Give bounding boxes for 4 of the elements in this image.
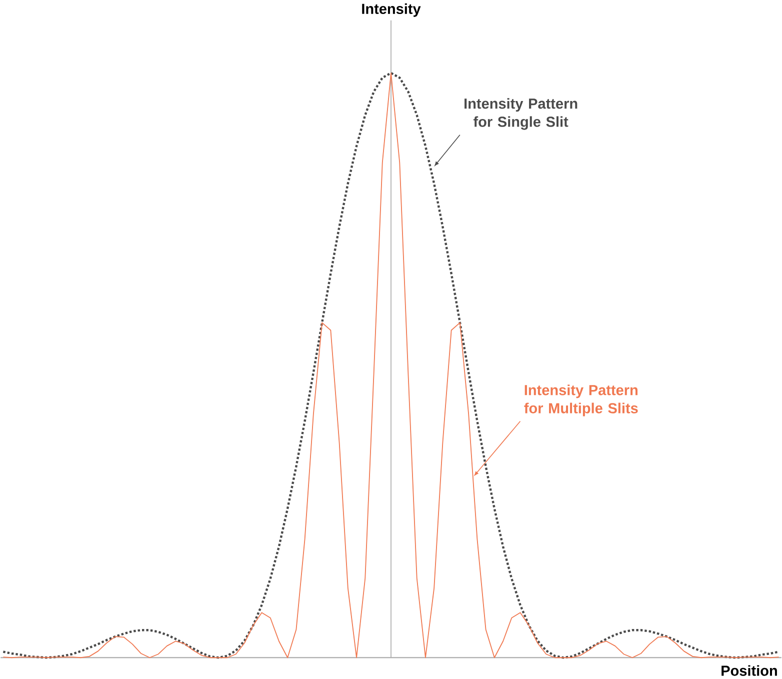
y-axis-title: Intensity bbox=[362, 3, 421, 17]
text: Intensity Pattern for Single Slit bbox=[464, 98, 578, 130]
x-axis-title: Position bbox=[722, 665, 777, 676]
text: Intensity Pattern for Multiple Slits bbox=[524, 384, 638, 416]
